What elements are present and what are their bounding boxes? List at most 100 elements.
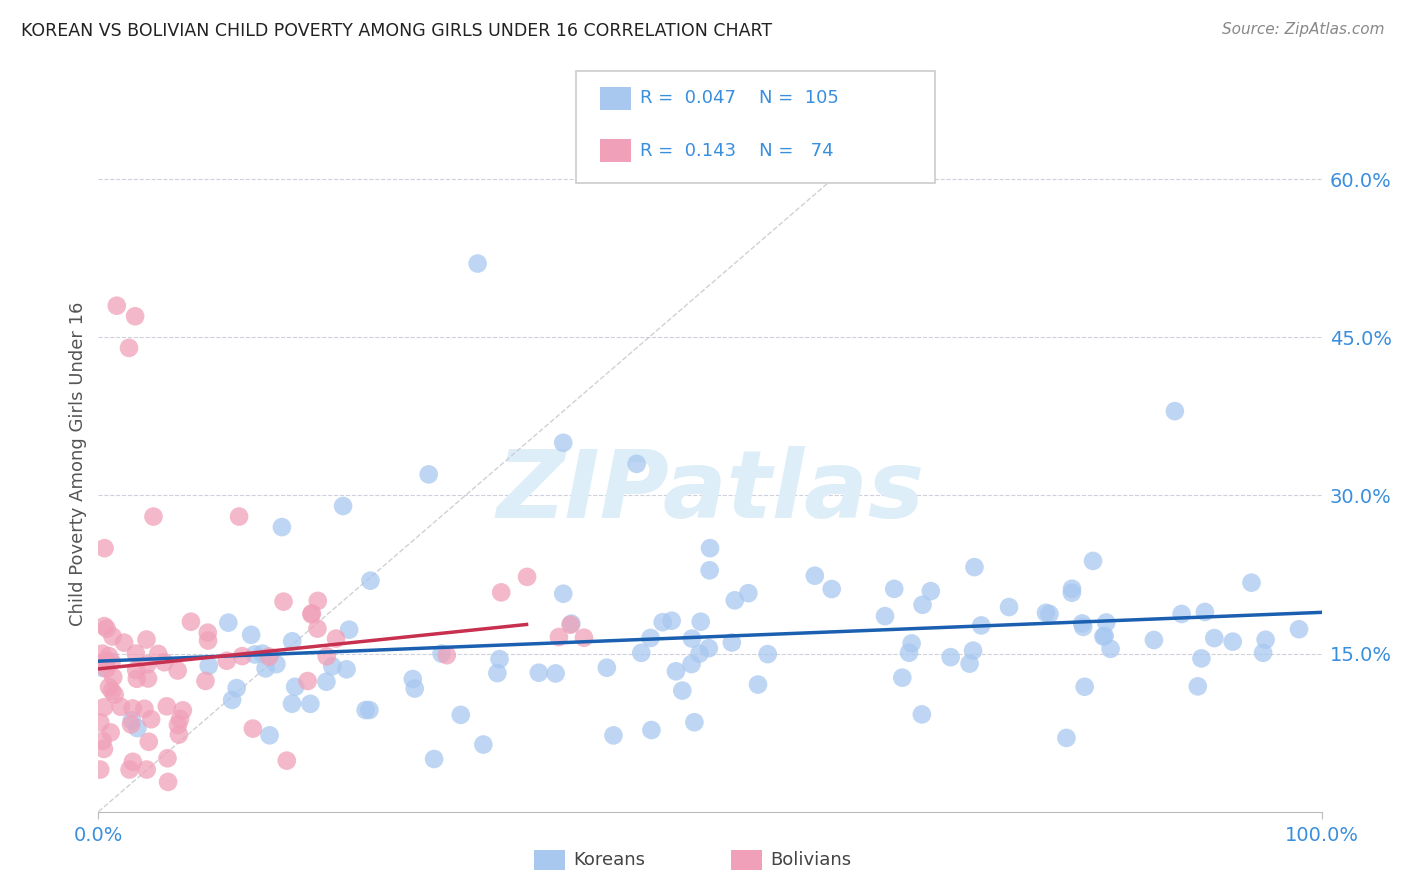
Point — [96, 622, 118, 636]
Point — [337, 623, 360, 637]
Point — [166, 664, 188, 678]
Point — [91, 647, 114, 661]
Y-axis label: Child Poverty Among Girls Under 16: Child Poverty Among Girls Under 16 — [69, 301, 87, 626]
Point — [527, 665, 550, 680]
Point — [172, 703, 194, 717]
Point — [900, 636, 922, 650]
Point — [281, 697, 304, 711]
Point — [572, 631, 595, 645]
Point — [548, 630, 571, 644]
Point — [98, 648, 121, 663]
Point — [315, 649, 337, 664]
Point — [93, 541, 115, 556]
Point — [596, 661, 619, 675]
Point — [402, 672, 425, 686]
Point — [335, 662, 357, 676]
Point — [169, 712, 191, 726]
Point — [240, 628, 263, 642]
Point — [167, 727, 190, 741]
Point — [359, 574, 381, 588]
Point — [697, 641, 720, 656]
Point — [699, 563, 721, 577]
Point — [1081, 554, 1104, 568]
Point — [821, 582, 844, 596]
Point — [671, 683, 693, 698]
Point — [100, 725, 122, 739]
Point — [221, 693, 243, 707]
Point — [418, 467, 440, 482]
Point — [683, 715, 706, 730]
Point — [1060, 585, 1083, 599]
Point — [689, 647, 711, 661]
Point — [243, 648, 266, 662]
Point — [93, 619, 115, 633]
Point — [724, 593, 747, 607]
Point — [105, 299, 128, 313]
Point — [998, 600, 1021, 615]
Point — [121, 701, 143, 715]
Point — [91, 656, 114, 670]
Point — [544, 666, 567, 681]
Point — [138, 735, 160, 749]
Point — [153, 655, 176, 669]
Point — [197, 658, 219, 673]
Point — [217, 615, 239, 630]
Point — [959, 657, 981, 671]
Point — [630, 646, 652, 660]
Point — [125, 647, 148, 661]
Point — [472, 738, 495, 752]
Point — [142, 509, 165, 524]
Point — [1222, 634, 1244, 648]
Point — [423, 752, 446, 766]
Point — [898, 646, 921, 660]
Point — [103, 670, 125, 684]
Point — [101, 684, 124, 698]
Point — [125, 663, 148, 677]
Point — [231, 649, 253, 664]
Point — [430, 647, 453, 661]
Point — [121, 714, 143, 728]
Point — [1073, 680, 1095, 694]
Point — [747, 677, 769, 691]
Point — [215, 654, 238, 668]
Point — [436, 648, 458, 663]
Point — [1187, 679, 1209, 693]
Point — [962, 643, 984, 657]
Point — [467, 256, 489, 270]
Point — [804, 568, 827, 582]
Point — [307, 594, 329, 608]
Point — [276, 754, 298, 768]
Point — [1194, 605, 1216, 619]
Point — [197, 633, 219, 648]
Point — [156, 751, 179, 765]
Point — [252, 647, 274, 661]
Point — [911, 707, 934, 722]
Point — [91, 661, 114, 675]
Point — [1189, 651, 1212, 665]
Point — [96, 662, 118, 676]
Point — [489, 585, 512, 599]
Point — [141, 712, 163, 726]
Point — [1071, 620, 1094, 634]
Point — [120, 717, 142, 731]
Point — [136, 657, 159, 672]
Point — [228, 509, 250, 524]
Point — [110, 699, 132, 714]
Point — [134, 702, 156, 716]
Point — [516, 570, 538, 584]
Point — [273, 594, 295, 608]
Point — [93, 742, 115, 756]
Point — [281, 634, 304, 648]
Point — [91, 734, 114, 748]
Point — [699, 541, 721, 556]
Point — [284, 680, 307, 694]
Point — [127, 721, 149, 735]
Text: Bolivians: Bolivians — [770, 851, 852, 869]
Point — [332, 499, 354, 513]
Text: Source: ZipAtlas.com: Source: ZipAtlas.com — [1222, 22, 1385, 37]
Point — [157, 775, 180, 789]
Point — [560, 616, 582, 631]
Point — [135, 763, 157, 777]
Point — [553, 587, 575, 601]
Point — [197, 625, 219, 640]
